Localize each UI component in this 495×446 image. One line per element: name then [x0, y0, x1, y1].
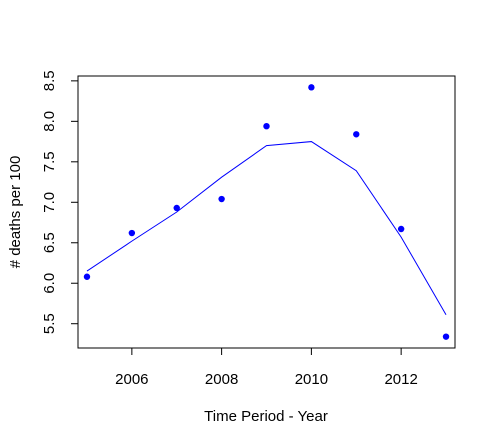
data-point: [173, 204, 180, 212]
y-axis-title: # deaths per 100: [7, 156, 24, 269]
data-point: [353, 131, 360, 138]
x-tick-label: 2008: [205, 371, 238, 388]
y-tick-label: 8.0: [41, 111, 58, 132]
data-point: [397, 225, 405, 233]
series-layer: [83, 84, 450, 340]
y-tick-label: 7.0: [41, 192, 58, 213]
x-tick-label: 2010: [295, 371, 328, 388]
y-tick-label: 6.0: [41, 273, 58, 294]
x-axis: 2006 2008 2010 2012: [115, 347, 418, 388]
y-tick-label: 7.5: [41, 151, 58, 172]
data-point: [442, 333, 450, 340]
plot-frame: [77, 75, 456, 349]
data-point: [128, 229, 136, 237]
y-axis: 5.5 6.0 6.5 7.0 7.5 8.0 8.5: [41, 70, 79, 334]
x-tick-label: 2012: [384, 371, 417, 388]
y-tick-label: 8.5: [41, 70, 58, 91]
data-point: [83, 273, 91, 280]
y-tick-label: 5.5: [41, 313, 58, 334]
data-point: [263, 122, 270, 130]
x-tick-label: 2006: [115, 371, 148, 388]
data-point: [308, 84, 315, 91]
trend-line: [86, 141, 447, 316]
data-point: [218, 195, 225, 203]
y-tick-label: 6.5: [41, 232, 58, 253]
x-axis-title: Time Period - Year: [204, 408, 328, 425]
